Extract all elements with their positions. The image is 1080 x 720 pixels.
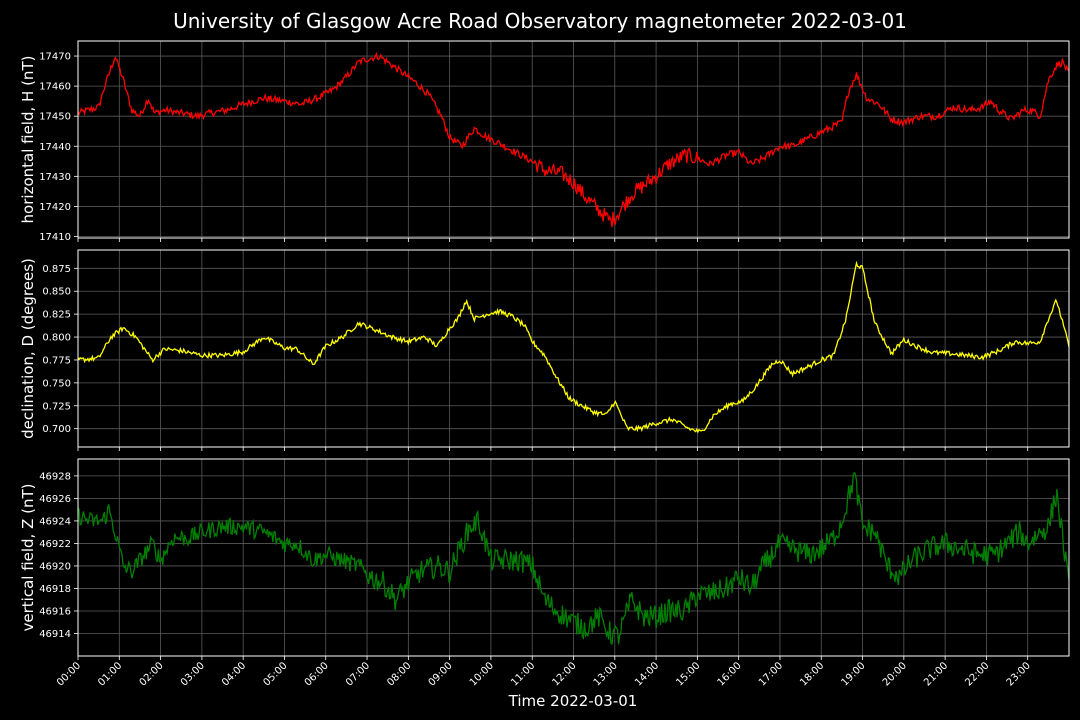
x-axis-label: Time 2022-03-01 (508, 692, 638, 710)
y-tick-label: 17420 (39, 202, 71, 213)
y-tick-label: 0.800 (42, 333, 71, 344)
series-line-1 (77, 51, 1070, 228)
y-tick-label: 46914 (39, 629, 71, 640)
y-tick-label: 46922 (39, 539, 71, 550)
chart-title: University of Glasgow Acre Road Observat… (173, 9, 907, 33)
panel-frame (77, 458, 1070, 657)
y-tick-label: 17470 (39, 52, 71, 63)
y-tick-label: 0.850 (42, 287, 71, 298)
y-axis-label: vertical field, Z (nT) (19, 483, 37, 631)
y-tick-label: 46918 (39, 584, 71, 595)
panel-1: 17410 17420 17430 17440 17450 17460 17470horiz… (19, 40, 1070, 243)
y-tick-label: 0.775 (42, 355, 71, 366)
y-tick-label: 17450 (39, 112, 71, 123)
y-axis-label: declination, D (degrees) (19, 258, 37, 439)
y-tick-label: 46916 (39, 606, 71, 617)
y-tick-label: 17430 (39, 172, 71, 183)
y-tick-label: 0.725 (42, 401, 71, 412)
y-tick-label: 0.750 (42, 378, 71, 389)
panel-3: 46914 46916 46918 46920 46922 46924 46926 46928… (19, 458, 1070, 660)
y-tick-label: 0.700 (42, 424, 71, 435)
y-tick-label: 46928 (39, 471, 71, 482)
y-tick-label: 46924 (39, 516, 71, 527)
y-tick-label: 46920 (39, 561, 71, 572)
panel-frame (77, 249, 1070, 448)
y-tick-label: 17410 (39, 232, 71, 243)
y-tick-label: 46926 (39, 494, 71, 505)
y-tick-label: 17460 (39, 82, 71, 93)
y-tick-label: 17440 (39, 142, 71, 153)
panel-frame (77, 40, 1070, 239)
series-line-3 (77, 471, 1070, 646)
y-tick-label: 0.825 (42, 310, 71, 321)
panel-2: 0.700 0.725 0.750 0.775 0.800 0.825 0.850 0.875… (19, 249, 1070, 451)
series-line-2 (77, 260, 1070, 434)
y-tick-label: 0.875 (42, 264, 71, 275)
y-axis-label: horizontal field, H (nT) (19, 56, 37, 224)
